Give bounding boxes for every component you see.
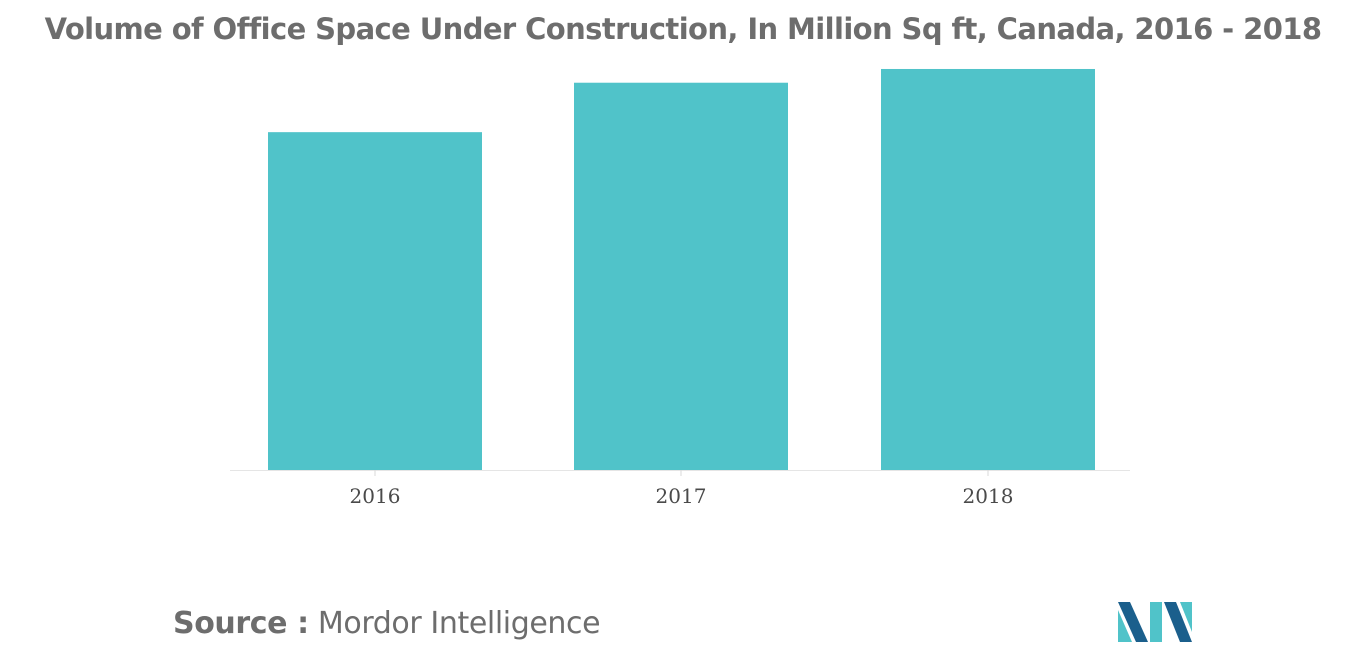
mordor-intelligence-logo bbox=[1118, 602, 1192, 642]
bar-2017 bbox=[574, 82, 788, 470]
logo-shape-4 bbox=[1164, 602, 1192, 642]
logo-shape-3 bbox=[1150, 602, 1162, 642]
x-tick-label-2017: 2017 bbox=[656, 484, 707, 508]
bar-2016 bbox=[268, 132, 482, 470]
source-line: Source : Mordor Intelligence bbox=[173, 606, 601, 641]
logo-shape-5 bbox=[1180, 602, 1192, 632]
source-prefix: Source : bbox=[173, 606, 309, 641]
logo-shape-2 bbox=[1118, 610, 1132, 642]
logo-shape-1 bbox=[1118, 602, 1148, 642]
x-tick-label-2016: 2016 bbox=[350, 484, 401, 508]
bar-2018 bbox=[881, 68, 1095, 470]
source-name: Mordor Intelligence bbox=[317, 606, 601, 641]
x-tick-label-2018: 2018 bbox=[963, 484, 1014, 508]
chart-title: Volume of Office Space Under Constructio… bbox=[44, 12, 1322, 46]
